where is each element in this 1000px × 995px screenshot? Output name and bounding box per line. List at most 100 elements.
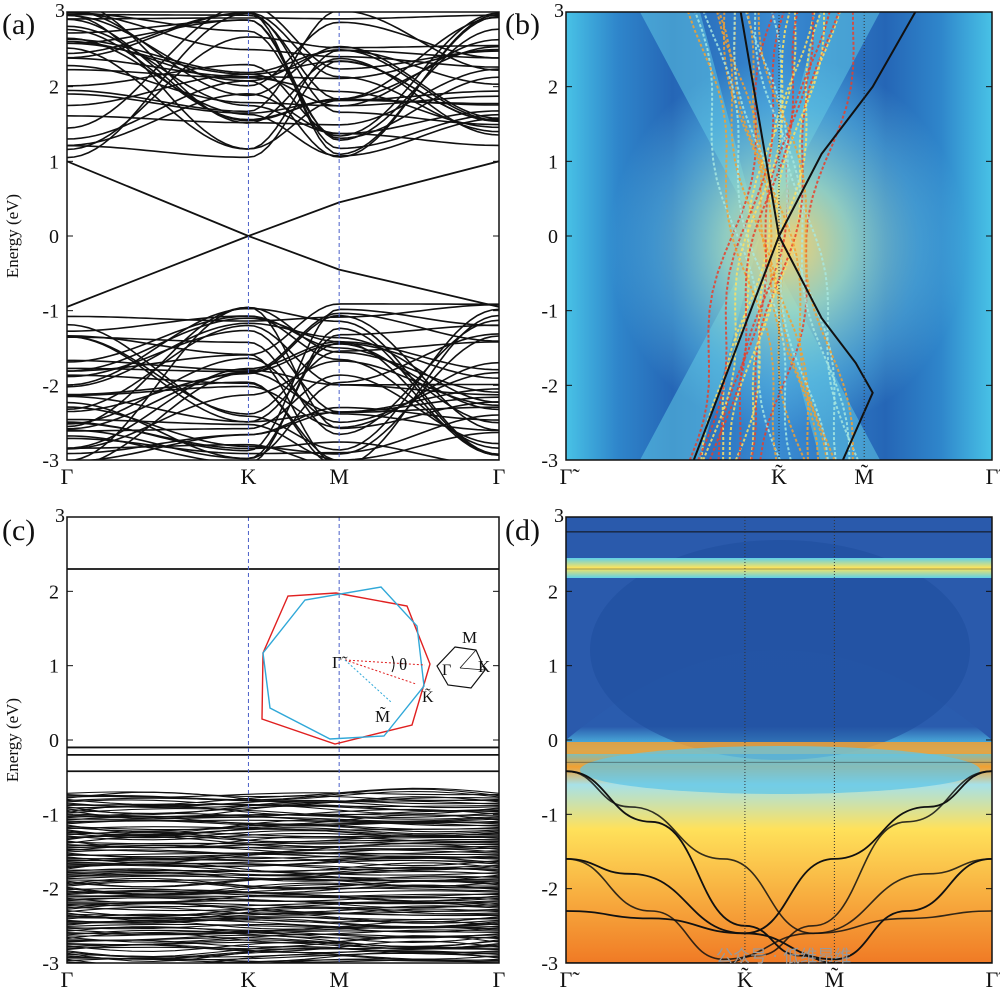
band-line (566, 770, 992, 963)
panel-c-yticks: -3 -2 -1 0 1 2 3 (42, 505, 499, 975)
ytick-label: 0 (548, 226, 558, 248)
band-line (67, 36, 499, 151)
band-line (67, 359, 499, 386)
band-line (692, 12, 917, 460)
dense-band-line (67, 787, 499, 798)
ytick-label: 3 (55, 505, 65, 527)
panel-d-blue-dip (580, 746, 980, 794)
panel-a-yticks: -3 -2 -1 0 1 2 3 (42, 0, 499, 472)
dense-band-line (67, 796, 499, 807)
band-line (67, 312, 499, 373)
panel-b-spectral-features (687, 12, 859, 460)
spectral-feature (750, 12, 840, 460)
band-line (739, 12, 874, 460)
band-line (67, 315, 499, 449)
dense-band-line (67, 788, 499, 801)
dense-band-line (67, 882, 499, 895)
dense-band-line (67, 827, 499, 836)
ytick-label: 2 (49, 77, 59, 99)
spectral-feature (687, 12, 778, 460)
band-line (78, 12, 499, 119)
band-line (82, 396, 499, 460)
ytick-label: 2 (49, 581, 59, 603)
spectral-feature (733, 12, 829, 460)
spectral-feature (753, 12, 851, 460)
ytick-label: -1 (541, 804, 558, 826)
spectral-feature (738, 12, 831, 460)
gamma-tilde-label: Γ̃ (332, 653, 348, 672)
kpoint-label: M (329, 967, 349, 992)
ytick-label: 3 (554, 505, 564, 527)
kpoint-label: Γ (493, 967, 506, 992)
ytick-label: 0 (548, 730, 558, 752)
ytick-label: -2 (541, 375, 558, 397)
spectral-feature (771, 12, 859, 460)
panel-a-label: (a) (2, 8, 35, 41)
spectral-feature (702, 12, 792, 460)
dense-band-line (67, 923, 499, 933)
small-hex-ray-2 (459, 667, 486, 671)
panel-b-band-lines (692, 12, 917, 460)
band-line (67, 12, 499, 129)
kpoint-label: Γ̃ (560, 464, 581, 489)
dense-band-line (67, 808, 499, 819)
kpoint-label: Γ (61, 464, 74, 489)
spectral-feature (757, 12, 854, 460)
dirac-band-line (67, 160, 499, 237)
dense-band-line (67, 855, 499, 861)
dense-band-line (67, 917, 499, 928)
panel-b-xticks: Γ̃ K̃ M̃ Γ̃ (560, 464, 1000, 489)
ytick-label: -1 (541, 301, 558, 323)
panel-b: (b) -3 -2 -1 0 1 2 3 Γ̃ K̃ M̃ Γ̃ (505, 0, 1000, 489)
band-line (67, 406, 499, 455)
dense-band-line (67, 852, 499, 858)
band-line (67, 422, 452, 460)
panel-c-label: (c) (2, 514, 35, 547)
panel-d-flat-band-top (566, 558, 992, 578)
panel-d-yticks: -3 -2 -1 0 1 2 3 (541, 505, 992, 975)
ytick-label: 3 (554, 0, 564, 22)
panel-d-gap-core (590, 540, 970, 760)
panel-a: (a) Energy (eV) -3 -2 -1 0 1 2 3 Γ K M Γ (2, 0, 506, 489)
ytick-label: -1 (42, 804, 59, 826)
kpoint-label: Γ (61, 967, 74, 992)
band-line (67, 357, 499, 425)
spectral-feature (717, 12, 815, 460)
cyan-ray (344, 659, 392, 703)
dense-band-line (67, 901, 499, 908)
dense-band-line (67, 926, 499, 935)
theta-arc (391, 655, 395, 673)
ytick-label: 1 (548, 151, 558, 173)
band-line (67, 327, 499, 460)
spectral-feature (694, 12, 781, 460)
dense-band-line (67, 957, 499, 963)
band-line (67, 395, 499, 423)
band-line (67, 12, 499, 137)
kpoint-label: K̃ (737, 967, 753, 992)
dense-band-line (67, 816, 499, 823)
dense-band-line (67, 804, 499, 817)
dense-band-line (67, 929, 499, 939)
panel-a-band-lines (67, 12, 499, 460)
band-line-mirror (566, 770, 992, 935)
dense-band-line (67, 890, 499, 894)
ytick-label: -3 (42, 450, 59, 472)
k-label: K (478, 657, 491, 676)
band-line (566, 770, 992, 935)
dense-band-line (67, 819, 499, 824)
band-line (67, 306, 499, 460)
band-line (67, 304, 499, 322)
dense-band-line (67, 871, 499, 877)
kpoint-label: M (329, 464, 349, 489)
dense-band-line (67, 867, 499, 872)
band-line (67, 92, 499, 147)
band-line (67, 12, 499, 68)
ytick-label: 0 (49, 226, 59, 248)
band-line-mirror (566, 858, 992, 961)
theta-label: θ (399, 655, 407, 674)
dense-band-line (67, 844, 499, 851)
dense-band-line (67, 877, 499, 888)
ytick-label: 0 (49, 730, 59, 752)
